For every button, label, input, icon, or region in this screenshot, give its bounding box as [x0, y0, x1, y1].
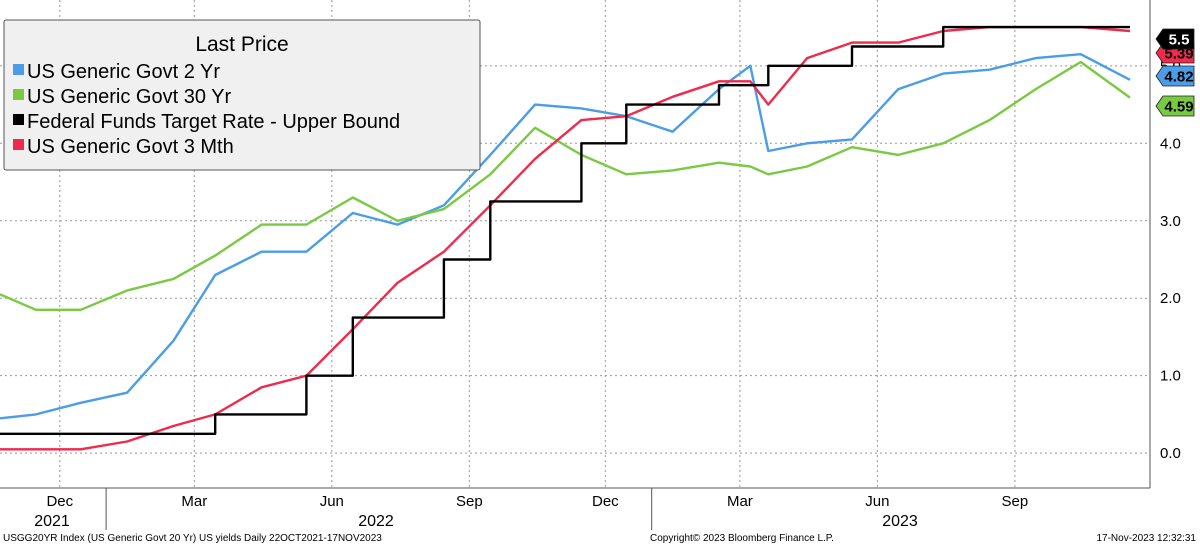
badge-label: 5.39: [1164, 46, 1193, 63]
y-tick-label: 2.0: [1160, 290, 1181, 307]
footer-timestamp: 17-Nov-2023 12:32:31: [1096, 533, 1196, 544]
last-value-badges: 5.395.5 4.82 4.59: [1155, 28, 1195, 117]
footer-copyright: Copyright© 2023 Bloomberg Finance L.P.: [650, 533, 834, 544]
last-value-badge: 5.5: [1155, 28, 1195, 50]
x-year-label: 2023: [882, 513, 918, 530]
y-tick-label: 3.0: [1160, 213, 1181, 230]
legend-swatch: [13, 114, 24, 125]
footer: USGG20YR Index (US Generic Govt 20 Yr) U…: [3, 533, 1196, 544]
badge-shape: [1155, 28, 1195, 50]
legend-entry-label: US Generic Govt 3 Mth: [27, 136, 234, 158]
series-line-federal-funds-target-rate-upper-bound: [0, 25, 1130, 435]
x-year-label: 2021: [34, 513, 70, 530]
legend-box: [3, 19, 481, 171]
legend-swatch: [13, 139, 24, 150]
badge-shape: [1155, 95, 1195, 117]
badge-label: 5.5: [1169, 32, 1190, 49]
axis-frame: [0, 0, 1151, 489]
x-year-label: 2022: [358, 513, 394, 530]
legend-title: Last Price: [195, 33, 288, 56]
badge-label: 4.82: [1164, 69, 1193, 86]
last-value-badge: 4.59: [1155, 95, 1195, 117]
x-tick-label: Mar: [727, 493, 753, 510]
last-value-badge: 4.82: [1155, 65, 1195, 87]
legend-entry-label: US Generic Govt 30 Yr: [27, 86, 232, 108]
x-tick-label: Jun: [320, 493, 344, 510]
legend-entries: US Generic Govt 2 Yr US Generic Govt 30 Y…: [13, 61, 400, 158]
y-axis-ticks: 0.01.02.03.04.05.0: [1160, 58, 1181, 462]
x-tick-label: Sep: [456, 493, 483, 510]
x-tick-label: Dec: [592, 493, 619, 510]
x-tick-label: Jun: [865, 493, 889, 510]
y-tick-label: 1.0: [1160, 368, 1181, 385]
x-tick-label: Mar: [181, 493, 207, 510]
x-axis-ticks: Dec Mar Jun Sep Dec Mar Jun Sep 2021 2022 2023: [34, 488, 1028, 530]
series-line-us-generic-govt-3-mth: [0, 25, 1131, 451]
series-lines: [0, 25, 1131, 451]
legend-entry-label: US Generic Govt 2 Yr: [27, 61, 220, 83]
badge-shape: [1155, 65, 1195, 87]
y-tick-label: 0.0: [1160, 445, 1181, 462]
legend-entry-label: Federal Funds Target Rate - Upper Bound: [27, 111, 400, 133]
badge-label: 4.59: [1164, 99, 1193, 116]
footer-source: USGG20YR Index (US Generic Govt 20 Yr) U…: [3, 533, 382, 544]
legend-swatch: [13, 89, 24, 100]
series-line-us-generic-govt-2-yr: [0, 53, 1131, 420]
y-tick-label: 4.0: [1160, 135, 1181, 152]
legend-swatch: [13, 64, 24, 75]
x-tick-label: Sep: [1002, 493, 1029, 510]
x-tick-label: Dec: [46, 493, 73, 510]
